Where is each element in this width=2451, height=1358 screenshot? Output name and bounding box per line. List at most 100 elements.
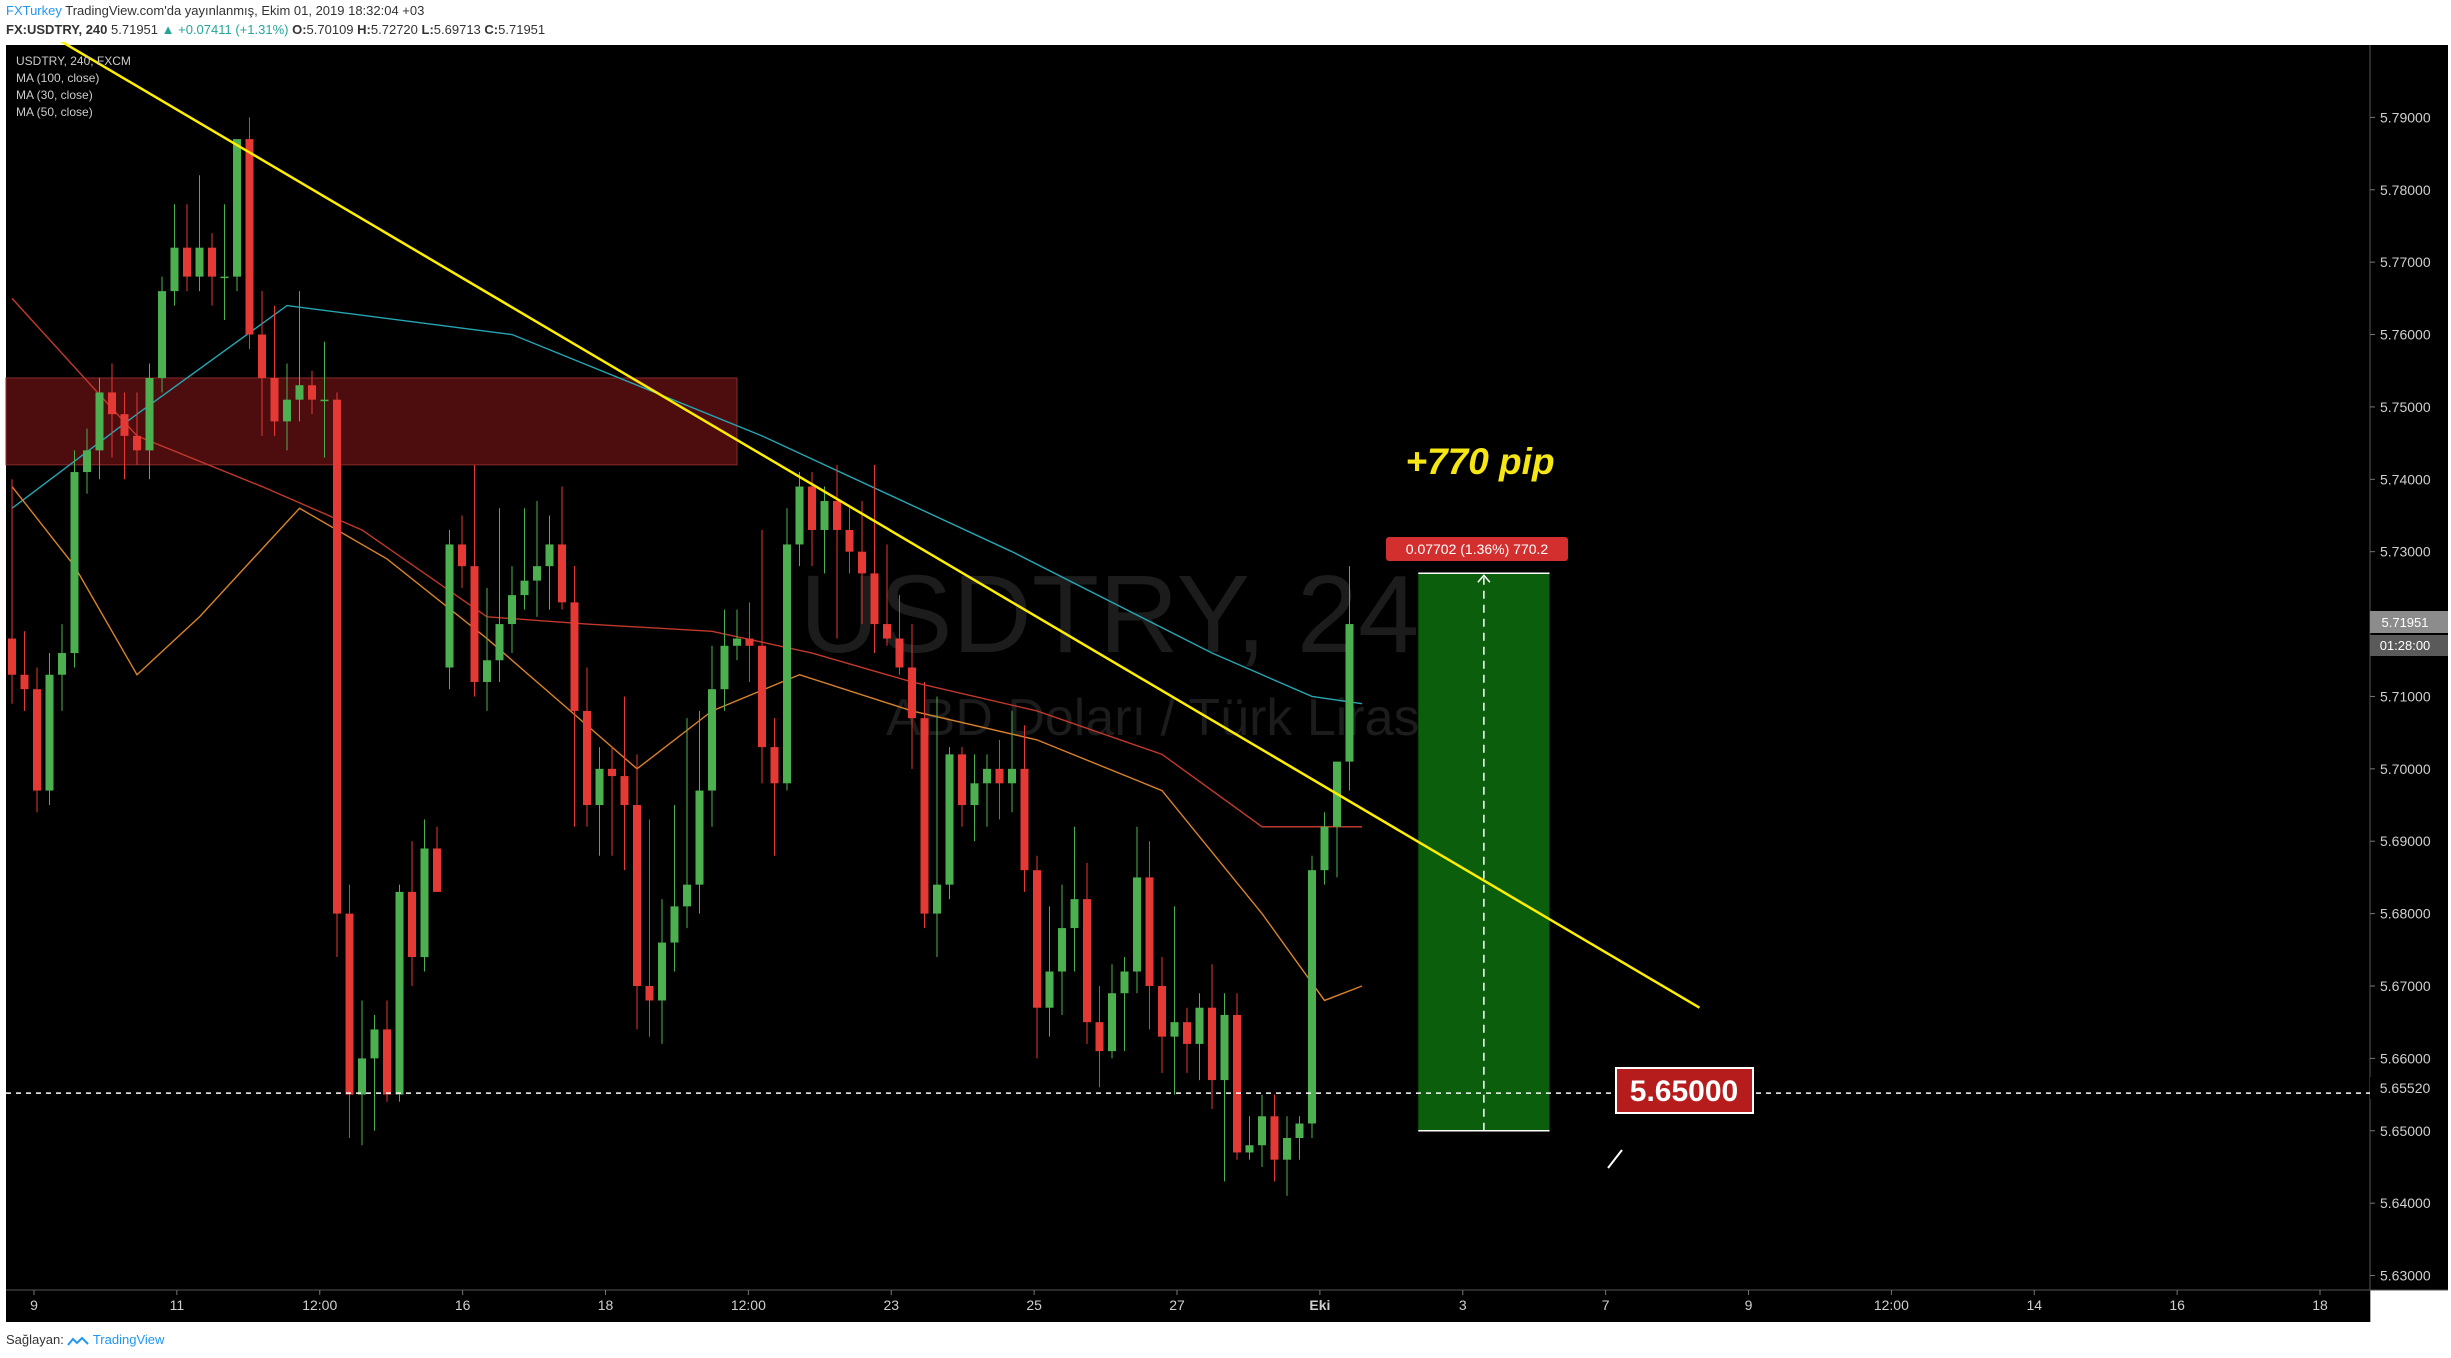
time-axis[interactable]: [6, 1290, 2370, 1322]
candle-body: [733, 638, 741, 646]
candle: [483, 587, 491, 711]
price-axis-labels: 5.63000 5.64000 5.65000 5.66000 5.67000 5.680…: [2370, 109, 2431, 1284]
pip-annotation: +770 pip: [1405, 441, 1554, 482]
candle: [1083, 862, 1091, 1044]
candle-body: [595, 768, 604, 806]
candle-body: [1145, 877, 1154, 986]
footer-brand-link[interactable]: TradingView: [92, 1332, 165, 1347]
candle: [1320, 812, 1329, 885]
candle-body: [658, 942, 666, 1001]
symbol-info-line: FX:USDTRY, 240 5.71951 ▲ +0.07411 (+1.31…: [6, 22, 545, 37]
candle: [620, 696, 629, 871]
candle-body: [758, 645, 766, 748]
measure-label: 0.07702 (1.36%) 770.2: [1386, 537, 1568, 561]
candle: [333, 392, 341, 958]
candle-body: [1058, 928, 1066, 972]
candle-body: [1120, 971, 1129, 994]
candle: [820, 486, 829, 574]
candle-body: [108, 392, 116, 415]
candle: [195, 175, 204, 292]
candle-body: [808, 486, 816, 530]
candle: [1008, 710, 1016, 813]
candle-body: [458, 544, 466, 567]
trendline-layer[interactable]: [18, 42, 1701, 1009]
price-tick-label: 5.70000: [2380, 761, 2431, 777]
candle-body: [1308, 870, 1316, 1124]
footer-credit: Sağlayan: TradingView: [6, 1332, 164, 1347]
price-tick-label: 5.68000: [2380, 906, 2431, 922]
candle: [495, 508, 504, 682]
candle: [258, 291, 266, 436]
time-axis-labels: 9 11 12:00 16 18 12:00 23 25 27 Eki 3 7 9 12:00 14 16 18: [30, 1290, 2328, 1313]
candle: [345, 884, 354, 1138]
publisher-link[interactable]: FXTurkey: [6, 3, 62, 18]
price-chart[interactable]: USDTRY, 240 ABD Doları / Türk Lirası 5.6…: [0, 42, 2451, 1322]
candle: [1108, 964, 1116, 1059]
price-tick-label: 5.77000: [2380, 254, 2431, 270]
candle-body: [345, 913, 354, 1095]
candle: [770, 718, 779, 856]
candle-body: [1170, 1022, 1179, 1037]
price-tick-label: 5.71000: [2380, 688, 2431, 704]
candles-layer: [8, 117, 1354, 1196]
candle-body: [320, 399, 329, 402]
candle: [933, 696, 941, 958]
price-axis[interactable]: [2370, 45, 2448, 1290]
candle: [920, 681, 929, 929]
candle-body: [620, 776, 629, 806]
legend-ma30: MA (30, close): [16, 88, 93, 102]
candle-body: [420, 848, 429, 958]
time-tick-label: 16: [2169, 1297, 2185, 1313]
candle-body: [395, 891, 404, 1095]
legend-symbol: USDTRY, 240, FXCM: [16, 54, 131, 68]
candle-body: [245, 139, 254, 335]
measure-label-text: 0.07702 (1.36%) 770.2: [1406, 541, 1549, 557]
candle: [170, 204, 179, 306]
candle: [995, 739, 1004, 820]
candle-body: [845, 529, 854, 552]
candle-body: [695, 790, 704, 885]
target-measure-arrow: [1477, 574, 1491, 583]
candle-body: [1008, 768, 1016, 784]
open-label: O:: [292, 22, 307, 37]
candle-body: [870, 573, 879, 625]
candle: [83, 428, 91, 494]
candle: [70, 450, 79, 668]
chart-legend: USDTRY, 240, FXCM MA (100, close) MA (30…: [16, 54, 131, 119]
candle: [45, 653, 54, 806]
candle-body: [533, 566, 541, 581]
candle: [295, 291, 304, 422]
legend-ma100: MA (100, close): [16, 71, 99, 85]
candle: [1145, 841, 1154, 1030]
price-tick-label: 5.65000: [2380, 1123, 2431, 1139]
candle: [58, 624, 66, 711]
candle-body: [8, 638, 16, 675]
candle: [208, 233, 216, 306]
candle: [283, 363, 291, 451]
candle: [1058, 884, 1066, 1015]
price-change: ▲ +0.07411 (+1.31%): [161, 22, 289, 37]
time-tick-label: 25: [1026, 1297, 1042, 1313]
candle: [895, 595, 904, 675]
price-tick-label: 5.69000: [2380, 833, 2431, 849]
high-value: 5.72720: [370, 22, 418, 37]
candle: [1045, 906, 1054, 1037]
time-tick-label: 11: [170, 1297, 185, 1313]
candle-body: [908, 667, 916, 719]
candle: [1270, 1094, 1279, 1182]
last-price: 5.71951: [111, 22, 159, 37]
candle: [708, 645, 716, 827]
resistance-zone: [5, 377, 738, 466]
candle: [395, 884, 404, 1102]
time-tick-label: 12:00: [302, 1297, 337, 1313]
candle: [1183, 1007, 1191, 1073]
candle-body: [45, 674, 54, 791]
candle: [320, 341, 329, 458]
price-tick-label: 5.75000: [2380, 399, 2431, 415]
downtrend-line[interactable]: [18, 42, 1701, 1009]
candle: [1220, 993, 1229, 1182]
candle: [183, 204, 191, 292]
price-tick-label: 5.76000: [2380, 327, 2431, 343]
candle: [633, 754, 641, 1030]
candle-body: [995, 768, 1004, 784]
